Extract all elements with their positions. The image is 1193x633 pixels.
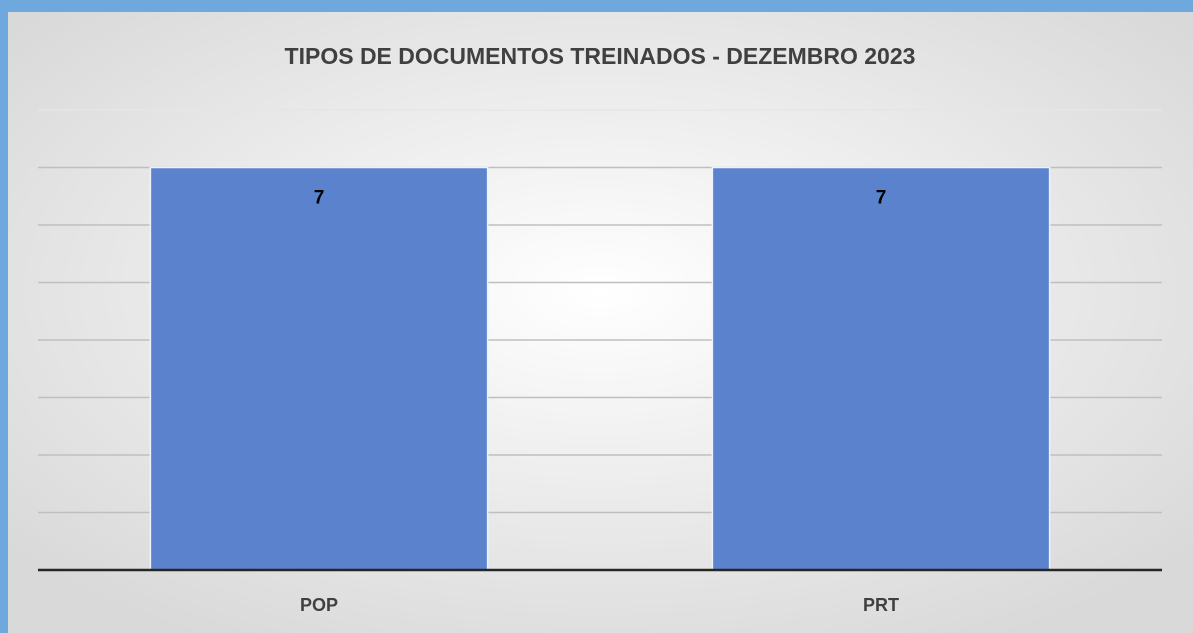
bar — [711, 166, 1051, 571]
data-label: 7 — [876, 188, 887, 209]
x-tick-label: PRT — [863, 595, 899, 615]
data-label: 7 — [314, 188, 325, 209]
x-tick-label: POP — [300, 595, 338, 615]
bar — [149, 166, 489, 571]
chart-title: TIPOS DE DOCUMENTOS TREINADOS - DEZEMBRO… — [285, 43, 916, 69]
